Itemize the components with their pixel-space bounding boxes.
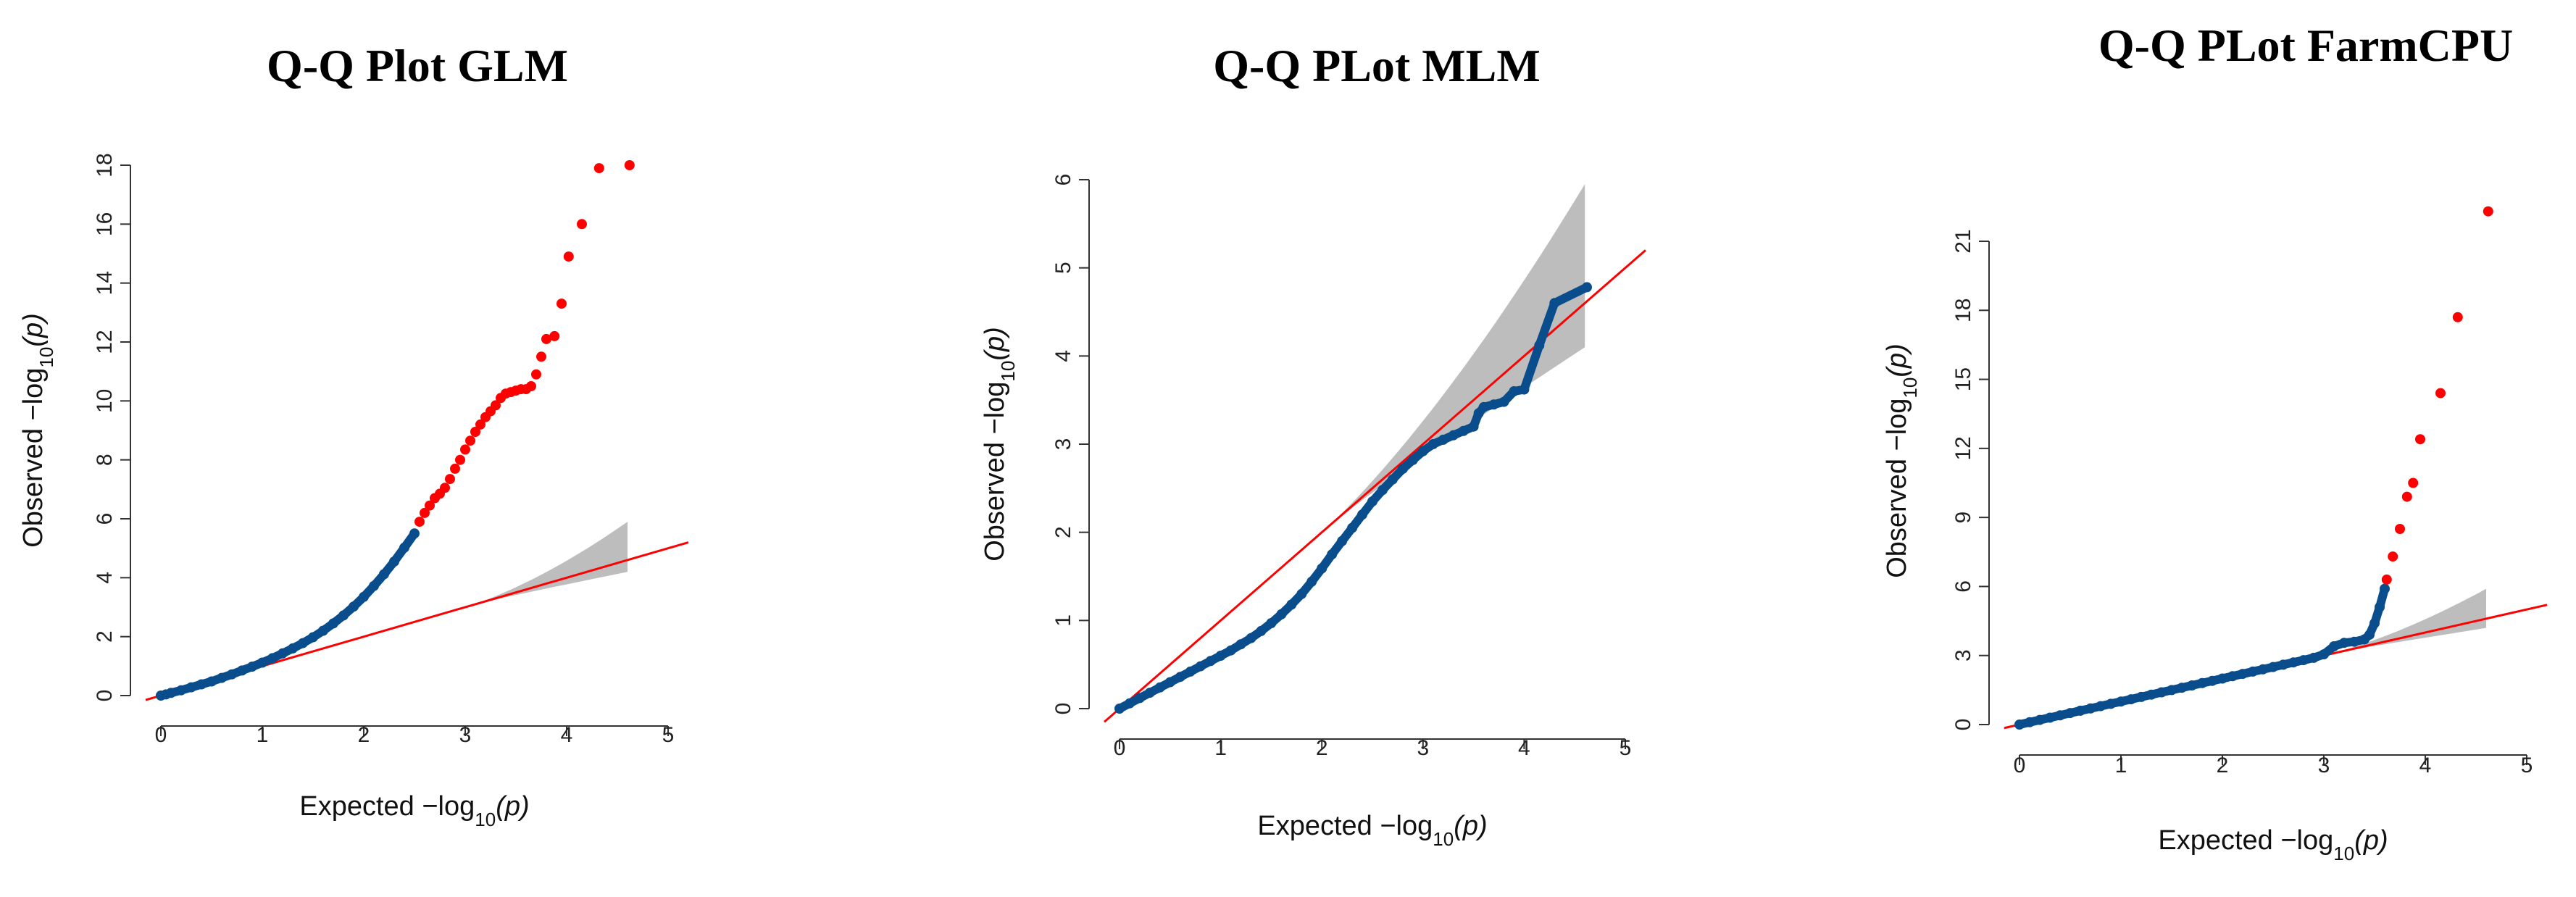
data-point [2415,434,2425,445]
chart-title: Q-Q PLot FarmCPU [2098,20,2513,71]
series-significant [414,160,635,527]
chart-title: Q-Q PLot MLM [1213,40,1540,91]
y-tick-label: 2 [93,630,117,643]
x-tick-label: 3 [459,723,472,747]
y-tick-label: 14 [93,271,117,295]
data-point [491,400,501,411]
series-observed [1114,282,1592,714]
y-tick-label: 5 [1051,262,1075,274]
data-point [2395,524,2405,534]
y-tick-label: 12 [93,330,117,354]
x-tick-label: 5 [1620,736,1632,760]
x-tick-label: 1 [257,723,269,747]
y-tick-label: 3 [1951,649,1975,662]
y-tick-label: 4 [93,572,117,584]
series-trace [2015,584,2389,729]
data-point [445,474,455,485]
series-trace [1115,283,1591,713]
data-point [536,351,546,362]
x-tick-label: 3 [2318,754,2330,777]
y-tick-label: 21 [1951,229,1975,253]
data-point [624,160,635,170]
y-tick-label: 0 [1951,719,1975,731]
data-point [460,444,470,455]
data-point [563,251,574,262]
confidence-band [1322,184,1585,533]
data-point [541,333,551,344]
y-tick-label: 18 [1951,299,1975,322]
y-tick-label: 15 [1951,367,1975,391]
y-axis-label: Observed −log10(p) [18,313,57,548]
x-tick-label: 4 [1518,736,1530,760]
y-tick-label: 4 [1051,350,1075,362]
y-tick-label: 16 [93,212,117,236]
x-tick-label: 2 [2217,754,2229,777]
series-below-threshold [156,528,420,701]
data-point [475,419,485,430]
data-point [2381,574,2392,585]
x-tick-label: 3 [1417,736,1429,760]
series-trace [157,529,419,700]
x-axis-label: Expected −log10(p) [2158,825,2388,864]
data-point [450,463,460,474]
data-point [425,500,435,511]
qq-panel-2: Q-Q PLot MLM 0 1 2 3 4 5 0 1 2 3 4 5 6 Expected −log10… [980,40,1646,850]
y-tick-label: 6 [1951,580,1975,593]
y-tick-label: 6 [93,513,117,525]
y-tick-label: 6 [1051,174,1075,186]
y-tick-label: 9 [1951,512,1975,524]
chart-title: Q-Q Plot GLM [267,40,568,91]
x-axis-label: Expected −log10(p) [299,791,529,830]
x-tick-label: 5 [2521,754,2533,777]
data-point [440,483,450,493]
x-tick-label: 0 [155,723,167,747]
y-tick-label: 18 [93,153,117,177]
x-tick-label: 2 [358,723,370,747]
x-tick-label: 1 [1214,736,1227,760]
y-tick-label: 0 [93,690,117,702]
data-point [531,369,541,380]
reference-line [1104,249,1646,723]
series-below-threshold [2014,583,2390,730]
data-point [2435,388,2446,399]
x-tick-label: 2 [1316,736,1328,760]
y-tick-label: 10 [93,389,117,413]
data-point [465,435,475,446]
data-point [2452,312,2463,322]
data-point [2401,491,2412,502]
data-point [593,163,604,174]
data-point [2388,551,2398,562]
data-point [470,427,480,437]
y-axis-label: Observed −log10(p) [1882,343,1921,578]
data-point [526,381,536,391]
x-tick-label: 1 [2115,754,2127,777]
data-point [455,454,465,465]
y-tick-label: 0 [1051,703,1075,715]
data-point [2408,477,2419,488]
confidence-band [465,522,628,607]
y-tick-label: 8 [93,454,117,466]
x-tick-label: 4 [2419,754,2432,777]
y-tick-label: 12 [1951,436,1975,460]
y-tick-label: 1 [1051,614,1075,627]
x-axis-label: Expected −log10(p) [1257,811,1487,850]
x-tick-label: 5 [662,723,675,747]
data-point [549,330,560,341]
y-tick-label: 3 [1051,438,1075,451]
data-point [2483,206,2493,217]
confidence-band [2324,588,2486,656]
x-tick-label: 0 [1114,736,1126,760]
x-tick-label: 4 [561,723,573,747]
y-tick-label: 2 [1051,526,1075,538]
y-axis-label: Observed −log10(p) [980,327,1019,562]
data-point [557,299,567,309]
series-significant [2381,206,2493,585]
data-point [577,219,587,230]
data-point [420,507,430,518]
x-tick-label: 0 [2014,754,2026,777]
data-point [414,517,425,527]
